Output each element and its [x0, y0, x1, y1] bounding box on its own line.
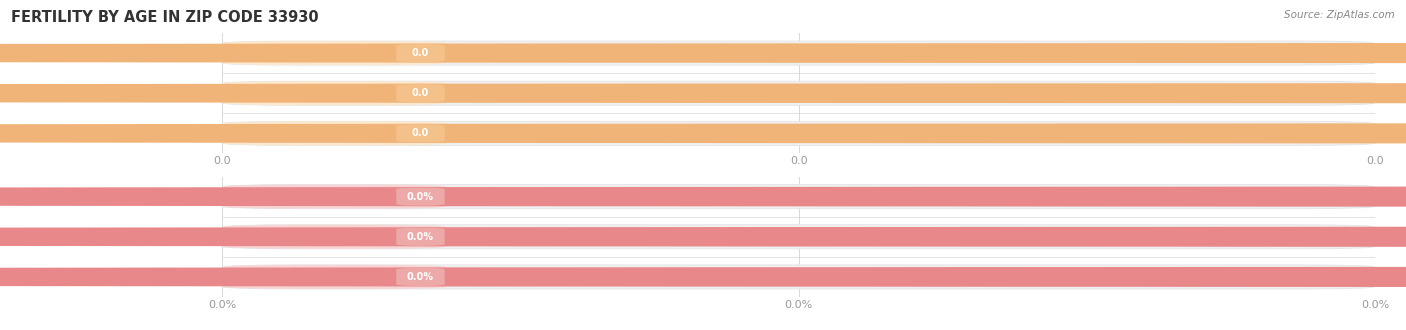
FancyBboxPatch shape	[381, 83, 460, 103]
FancyBboxPatch shape	[222, 265, 1375, 289]
FancyBboxPatch shape	[381, 44, 460, 63]
FancyBboxPatch shape	[381, 124, 460, 143]
Ellipse shape	[0, 82, 1406, 104]
Text: 0.0: 0.0	[412, 128, 429, 138]
Text: FERTILITY BY AGE IN ZIP CODE 33930: FERTILITY BY AGE IN ZIP CODE 33930	[11, 10, 319, 25]
FancyBboxPatch shape	[381, 187, 460, 206]
Text: 0.0%: 0.0%	[406, 192, 434, 202]
FancyBboxPatch shape	[222, 41, 1375, 65]
Ellipse shape	[0, 186, 1406, 208]
Ellipse shape	[0, 122, 1406, 144]
FancyBboxPatch shape	[381, 267, 460, 286]
FancyBboxPatch shape	[222, 41, 447, 65]
FancyBboxPatch shape	[222, 121, 1375, 146]
Ellipse shape	[0, 42, 1406, 64]
Text: 0.0: 0.0	[412, 48, 429, 58]
FancyBboxPatch shape	[381, 227, 460, 247]
Ellipse shape	[0, 266, 1406, 288]
Text: 0.0: 0.0	[412, 88, 429, 98]
FancyBboxPatch shape	[222, 184, 1375, 209]
Ellipse shape	[0, 226, 1406, 248]
FancyBboxPatch shape	[222, 184, 447, 209]
Text: Source: ZipAtlas.com: Source: ZipAtlas.com	[1284, 10, 1395, 20]
FancyBboxPatch shape	[222, 225, 1375, 249]
Text: 0.0%: 0.0%	[406, 272, 434, 282]
FancyBboxPatch shape	[222, 81, 447, 105]
FancyBboxPatch shape	[222, 225, 447, 249]
Text: 0.0%: 0.0%	[406, 232, 434, 242]
FancyBboxPatch shape	[222, 265, 447, 289]
FancyBboxPatch shape	[222, 81, 1375, 105]
FancyBboxPatch shape	[222, 121, 447, 146]
